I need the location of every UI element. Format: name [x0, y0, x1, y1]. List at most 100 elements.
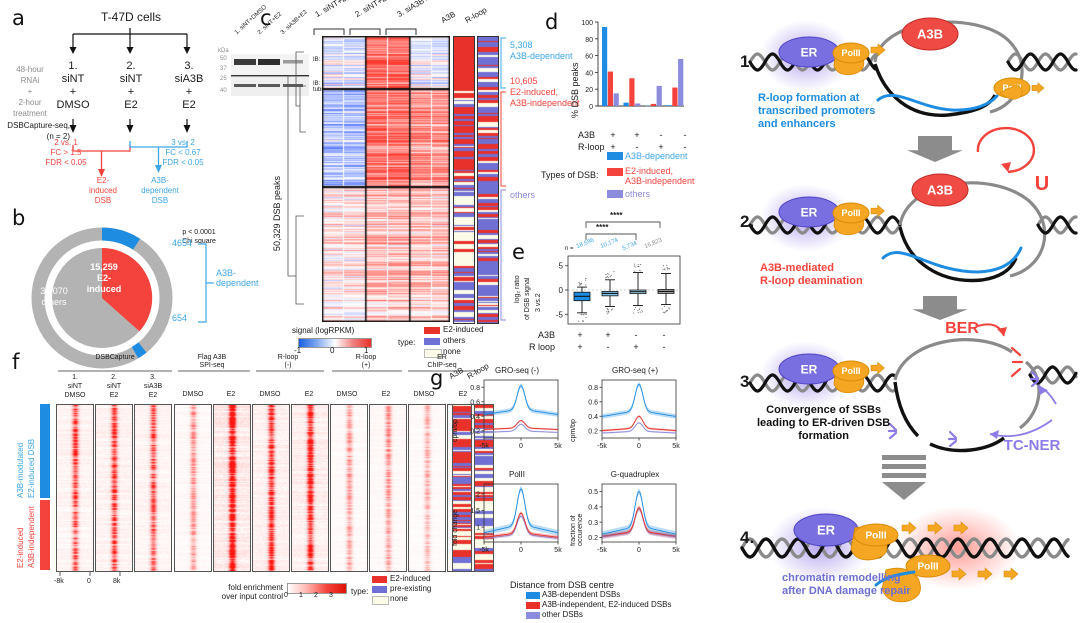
panel-e-row-label-rloop: R loop — [529, 342, 556, 352]
panel-b-stat: p < 0.0001 Chi square — [182, 229, 216, 245]
svg-text:-5k: -5k — [597, 547, 607, 554]
panel-f-col-1: 1. siNT DMSO — [64, 374, 86, 399]
panel-d-legend-swatch-2 — [607, 168, 623, 176]
panel-e-rloop-1: + — [577, 342, 583, 352]
panel-f-axis-tick-1: -8k — [54, 578, 64, 585]
panel-f-col-5: E2 — [226, 391, 236, 398]
panel-b-others-label: 35,070 others — [40, 286, 68, 307]
mechanism-diagram: A3B ER PolII PolII U A3B ER PolII BER TC-NER ER Pol… — [690, 0, 1080, 623]
panel-g-subplot-title: GRO-seq (-) — [495, 366, 539, 375]
svg-text:PolII: PolII — [841, 48, 860, 58]
svg-text:PolII: PolII — [841, 208, 860, 218]
panel-d-legend-label-1: A3B-dependent — [625, 151, 688, 161]
panel-f-ylabel-top: A3B-modulated — [16, 442, 25, 498]
svg-text:60: 60 — [585, 54, 593, 61]
panel-f-scale-title: fold enrichment over input control — [221, 583, 283, 601]
svg-text:TC-NER: TC-NER — [1004, 437, 1061, 454]
svg-text:0.6: 0.6 — [470, 399, 480, 406]
panel-c-rloop-annotation — [477, 36, 499, 324]
svg-text:0: 0 — [559, 286, 564, 295]
svg-text:PolII: PolII — [917, 562, 938, 573]
panel-c-legend-swatch-1 — [424, 327, 440, 334]
panel-g-subplot-plot: 0.2 0.3 0.4 0.5 -5k 0 5k — [588, 483, 680, 554]
panel-c-colgroup-3: 3. siA3B+EZ — [395, 0, 439, 19]
panel-f-a3b-annotation — [452, 404, 472, 572]
panel-d-rloop-3: + — [658, 142, 664, 152]
panel-g-legend-swatch-2 — [526, 602, 540, 609]
panel-c-heatmap — [322, 36, 450, 322]
panel-f-scale-tick-3: 3 — [329, 592, 333, 599]
panel-f-ylabel-top-2: E2-induced DSB — [27, 438, 36, 498]
svg-text:ER: ER — [801, 45, 818, 59]
panel-c-ylabel: 50,329 DSB peaks — [272, 176, 282, 252]
panel-g-legend-swatch-3 — [526, 612, 540, 619]
svg-text:0.6: 0.6 — [588, 399, 598, 406]
panel-b-outer-bottom-value: 654 — [172, 313, 188, 323]
panel-g-subplot-title: GRO-seq (+) — [611, 366, 658, 375]
panel-a-condition-3: 3. siA3B + E2 — [174, 60, 204, 111]
panel-f-legend-swatch-3 — [372, 596, 389, 605]
mechanism-illustration: A3B ER PolII PolII U A3B ER PolII BER TC-NER ER Pol… — [740, 17, 1078, 603]
panel-label-a: a — [12, 6, 25, 30]
svg-text:0: 0 — [589, 104, 593, 111]
svg-text:0: 0 — [519, 443, 523, 450]
panel-c-colorbar — [298, 338, 372, 348]
panel-c-legend-label-3: none — [443, 347, 461, 356]
panel-e-n-3: 5,734 — [621, 240, 638, 252]
panel-f-legend-label-3: none — [390, 594, 408, 603]
panel-e-sig-bottom: **** — [596, 223, 609, 232]
panel-e-a3b-2: + — [605, 330, 611, 340]
panel-f-group-title-1: DSBCapture — [95, 354, 135, 361]
panel-f-ylabel-bottom-2: A3B-independent — [27, 506, 36, 568]
panel-f-col-7: E2 — [304, 391, 314, 398]
panel-g-legend-label-3: other DSBs — [542, 610, 583, 619]
panel-c-legend-label-1: E2-induced — [443, 325, 484, 334]
svg-text:ER: ER — [801, 205, 818, 219]
panel-e-rloop-3: + — [633, 342, 639, 352]
panel-a-comparison-left: 2 vs. 1 FC > 1.5 FDR < 0.05 — [45, 138, 87, 167]
panel-f-axis-tick-2: 0 — [87, 578, 91, 585]
mechanism-step-3-number: 3. — [740, 372, 755, 391]
panel-c-dendrogram-leaves — [306, 36, 322, 322]
panel-f-scale-tick-1: 1 — [299, 592, 303, 599]
panel-f-heatmap-column — [252, 404, 290, 572]
panel-label-f: f — [12, 350, 20, 374]
panel-g-subplot-plot: 0.2 0.4 0.6 0.8 -5k 0 5k — [470, 379, 562, 450]
panel-d-rloop-2: - — [635, 142, 639, 152]
svg-text:0.5: 0.5 — [588, 489, 598, 496]
panel-e-sig-top: **** — [610, 211, 623, 220]
panel-e-rloop-2: - — [606, 342, 610, 352]
svg-text:A3B: A3B — [917, 27, 943, 42]
panel-b-center-value: 15,259 E2- induced — [86, 262, 122, 294]
panel-c-annot-col-rloop: R-loop — [463, 5, 489, 25]
panel-f-heatmap-column — [408, 404, 446, 572]
svg-text:-5k: -5k — [479, 547, 489, 554]
panel-d-a3b-2: + — [634, 130, 640, 140]
panel-f-heatmap-column — [291, 404, 329, 572]
panel-f-colorbar — [287, 583, 347, 594]
svg-text:BER: BER — [945, 320, 979, 337]
panel-f-group-title-3: R-loop (-) — [277, 354, 299, 369]
panel-g-xlabel: Distance from DSB centre — [509, 580, 615, 590]
panel-d-row-label-a3b: A3B — [578, 130, 596, 140]
panel-c-scale-tick-high: 1 — [364, 346, 369, 355]
panel-f-legend-label-2: pre-existing — [390, 584, 432, 593]
svg-text:5k: 5k — [672, 443, 680, 450]
panel-a-treatment-label: 48-hour RNAi + 2-hour treatment — [13, 65, 47, 118]
svg-text:U: U — [1035, 173, 1049, 195]
panel-f-axis-ticks — [59, 572, 121, 576]
panel-c-cluster-brackets — [500, 37, 506, 321]
panel-c-scale-tick-mid: 0 — [330, 346, 335, 355]
svg-text:0.8: 0.8 — [588, 385, 598, 392]
panel-f-legend-swatch-1 — [372, 576, 387, 583]
panel-f-heatmap-column — [134, 404, 172, 572]
panel-d-rloop-1: + — [610, 142, 616, 152]
svg-text:0.2: 0.2 — [588, 535, 598, 542]
panel-f-heatmap-column — [330, 404, 368, 572]
panel-d-legend-swatch-3 — [607, 190, 623, 198]
panel-d-a3b-3: - — [659, 130, 663, 140]
panel-a-assay-label: DSBCapture-seq, (n = 2) — [7, 121, 70, 141]
svg-text:ER: ER — [817, 523, 836, 538]
panel-c-cluster-1-label: 5,308 A3B-dependent — [510, 40, 573, 61]
panel-c-legend-swatch-2 — [424, 338, 440, 345]
